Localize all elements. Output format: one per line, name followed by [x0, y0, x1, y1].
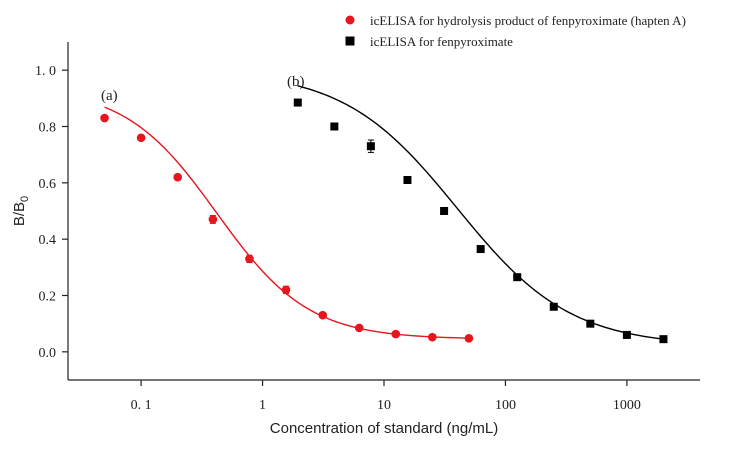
y-axis-title-subscript: 0: [19, 196, 31, 202]
data-point: [428, 332, 437, 342]
y-ticks: 0.0 0.2 0.4 0.6 0.8 1. 0: [35, 64, 68, 361]
y-tick-label: 0.6: [39, 177, 57, 192]
x-ticks: 0. 1 1 10 100 1000: [131, 380, 641, 413]
y-tick-label: 0.2: [39, 290, 57, 305]
series-fenpyroximate: [293, 85, 668, 344]
data-point: [330, 122, 339, 131]
y-tick-label: 0.4: [39, 233, 57, 248]
series-hapten-a: [100, 106, 474, 343]
data-point: [513, 273, 522, 282]
data-point: [208, 215, 218, 224]
data-point: [354, 323, 364, 333]
x-axis-title: Concentration of standard (ng/mL): [270, 420, 498, 437]
data-point: [391, 329, 401, 339]
y-axis-title: B/B0: [11, 196, 31, 226]
data-point: [136, 133, 146, 143]
data-point: [366, 142, 375, 151]
data-point: [403, 176, 412, 185]
data-point: [464, 334, 474, 343]
legend-label-hapten-a: icELISA for hydrolysis product of fenpyr…: [370, 13, 686, 28]
y-tick-label: 0.0: [39, 346, 57, 361]
x-tick-label: 1: [259, 398, 266, 413]
x-tick-label: 0. 1: [131, 398, 152, 413]
y-tick-label: 0.8: [39, 121, 57, 136]
axes: 0.0 0.2 0.4 0.6 0.8 1. 0 0. 1 1 10 100 1000: [35, 42, 700, 413]
x-tick-label: 100: [495, 398, 516, 413]
data-point: [549, 302, 558, 311]
series-layer: [100, 85, 668, 344]
data-point: [318, 310, 328, 320]
data-point: [293, 98, 302, 107]
legend-label-fenpyroximate: icELISA for fenpyroximate: [370, 34, 513, 49]
legend-marker-hapten-a: [345, 15, 355, 25]
data-point: [245, 254, 254, 264]
fit-curve: [297, 85, 664, 340]
panel-label-b: (b): [287, 74, 305, 90]
y-axis-title-main: B/B: [11, 202, 28, 226]
data-point: [100, 113, 109, 123]
legend: icELISA for hydrolysis product of fenpyr…: [345, 13, 686, 49]
data-point: [173, 172, 182, 182]
data-point: [622, 330, 631, 339]
x-tick-label: 10: [377, 398, 391, 413]
data-point: [440, 207, 449, 215]
x-tick-label: 1000: [613, 398, 641, 413]
legend-marker-fenpyroximate: [345, 36, 355, 46]
data-point: [586, 319, 595, 328]
panel-label-a: (a): [101, 88, 118, 104]
fit-curve: [104, 106, 469, 339]
data-point: [281, 285, 291, 295]
data-point: [659, 335, 668, 344]
y-tick-label: 1. 0: [35, 64, 56, 79]
data-point: [476, 245, 485, 254]
